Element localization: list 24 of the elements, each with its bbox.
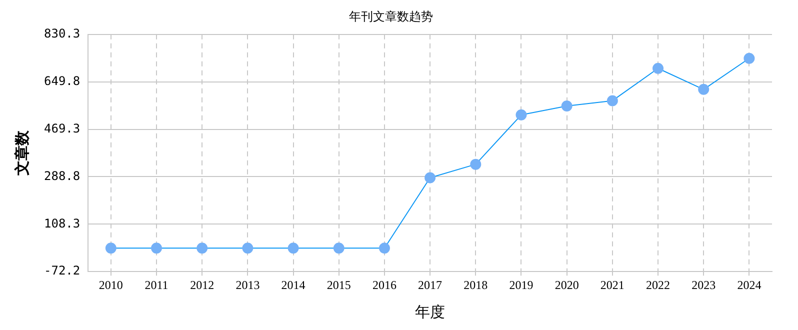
y-tick-label: -72.2 (44, 264, 80, 278)
x-tick-label: 2020 (554, 278, 579, 292)
y-axis-title: 文章数 (12, 130, 31, 176)
chart-title: 年刊文章数趋势 (349, 9, 433, 24)
x-tick-label: 2024 (737, 278, 762, 292)
x-tick-label: 2018 (464, 278, 488, 292)
y-tick-label: 288.8 (44, 168, 80, 183)
x-tick-label: 2010 (98, 278, 123, 292)
x-tick-label: 2019 (509, 278, 534, 292)
x-tick-label: 2017 (418, 278, 442, 292)
y-tick-label: 469.3 (44, 121, 80, 136)
x-tick-label: 2021 (600, 278, 624, 292)
y-tick-label: 649.8 (44, 74, 80, 88)
x-axis-title: 年度 (415, 302, 446, 321)
x-tick-label: 2016 (372, 278, 396, 292)
x-tick-label: 2023 (692, 278, 716, 292)
x-tick-label: 2014 (281, 278, 306, 292)
y-tick-label: 830.3 (44, 26, 80, 41)
x-tick-label: 2011 (144, 278, 168, 292)
x-tick-label: 2013 (236, 278, 260, 292)
x-tick-label: 2015 (326, 278, 351, 292)
x-tick-label: 2022 (646, 278, 670, 292)
y-tick-label: 108.3 (44, 216, 80, 230)
x-tick-label: 2012 (190, 278, 214, 292)
